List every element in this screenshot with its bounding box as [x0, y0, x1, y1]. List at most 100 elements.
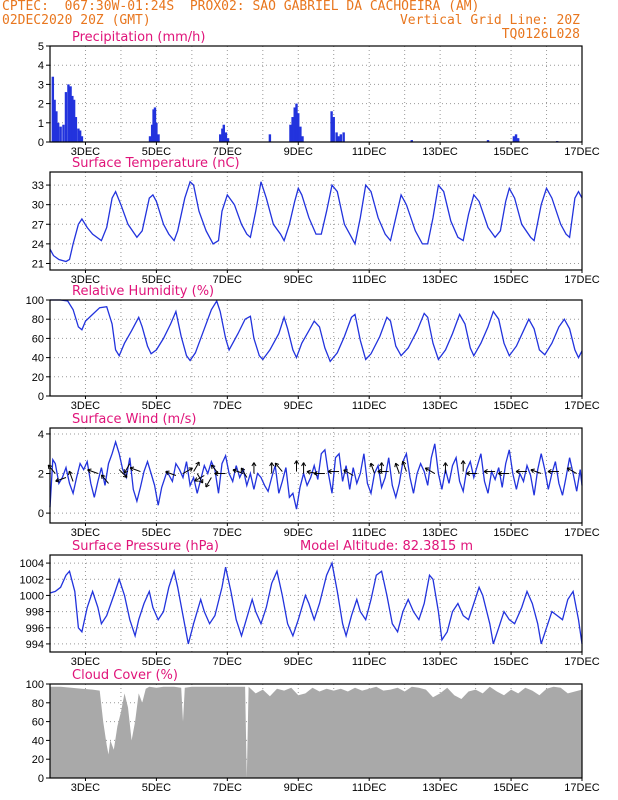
- precip-bar: [59, 126, 62, 142]
- x-tick-label: 3DEC: [71, 146, 100, 158]
- x-tick-label: 5DEC: [142, 274, 171, 286]
- wind-arrow-shaft: [129, 467, 141, 473]
- wind-arrow-head: [68, 470, 73, 476]
- pressure-panel: 994 996 998 1000 1002 1004 3DEC 5DEC 7DEC 9DEC 11D…: [20, 539, 600, 668]
- x-tick-label: 7DEC: [213, 400, 242, 412]
- wind-arrow-head: [123, 469, 129, 474]
- wind-arrow-head: [100, 474, 106, 480]
- precip-bar: [152, 109, 155, 142]
- x-tick-label: 17DEC: [564, 146, 600, 158]
- wind-arrow-shaft: [194, 475, 205, 482]
- precip-bar: [226, 138, 230, 142]
- wind-arrow: [87, 468, 99, 474]
- x-tick-label: 7DEC: [213, 782, 242, 794]
- wind-arrow: [498, 471, 510, 477]
- wind-arrow-head: [327, 469, 332, 475]
- precip-bar: [339, 134, 343, 142]
- y-tick-label: 4: [38, 429, 44, 441]
- y-tick-label: 998: [26, 607, 44, 619]
- humidity-panel: 0 20 40 60 80 100 3DEC 5DEC 7DEC 9DEC 11DEC 13DEC 15…: [26, 284, 600, 412]
- x-tick-label: 11DEC: [352, 656, 387, 668]
- wind-arrow: [269, 462, 275, 474]
- wind-line: [49, 439, 583, 510]
- wind-arrow: [182, 467, 193, 474]
- y-tick-label: 1002: [20, 574, 44, 586]
- y-tick-label: 0: [38, 508, 44, 520]
- wind-arrow-head: [87, 468, 92, 474]
- precip-bar: [337, 136, 340, 142]
- precip-panel: 0 1 2 3 4 5 3DEC 5DEC 7DEC 9DEC 11DEC 13DEC 15DEC 17D…: [38, 30, 600, 158]
- y-tick-label: 40: [32, 735, 44, 747]
- precip-bar: [299, 126, 302, 142]
- x-tick-label: 13DEC: [422, 782, 458, 794]
- x-tick-label: 3DEC: [71, 400, 100, 412]
- wind-arrow-head: [122, 473, 128, 478]
- precip-bar: [53, 99, 56, 142]
- wind-arrow-shaft: [343, 469, 354, 476]
- x-tick-label: 13DEC: [422, 146, 458, 158]
- x-tick-label: 15DEC: [493, 527, 529, 539]
- precip-bar: [301, 136, 304, 142]
- wind-arrow-shaft: [232, 469, 244, 474]
- precip-bar: [289, 124, 292, 142]
- precip-bar: [153, 107, 157, 142]
- wind-arrow-head: [274, 462, 280, 468]
- panel-title: Surface Temperature (nC): [72, 156, 240, 171]
- x-tick-label: 7DEC: [213, 146, 242, 158]
- x-tick-label: 7DEC: [213, 527, 242, 539]
- precip-bar: [486, 140, 490, 142]
- x-tick-label: 15DEC: [493, 400, 529, 412]
- y-tick-label: 21: [32, 258, 44, 270]
- x-tick-label: 3DEC: [71, 274, 100, 286]
- precip-bar: [222, 124, 225, 142]
- wind-arrow: [401, 460, 407, 472]
- x-tick-label: 15DEC: [493, 656, 529, 668]
- temp-line: [49, 180, 583, 263]
- precip-bar: [410, 140, 413, 142]
- wind-arrow-head: [442, 462, 448, 467]
- precip-bar: [71, 95, 74, 142]
- wind-arrow: [327, 469, 340, 475]
- wind-arrow-shaft: [118, 469, 128, 478]
- y-tick-label: 994: [26, 639, 44, 651]
- wind-arrow: [100, 474, 109, 484]
- y-tick-label: 0: [38, 391, 44, 403]
- precip-bar: [148, 136, 152, 142]
- precip-bar: [55, 111, 58, 142]
- wind-arrow: [205, 477, 212, 488]
- header-model-id: TQ0126L028: [501, 27, 580, 42]
- wind-arrow-head: [424, 467, 430, 472]
- wind-arrow: [530, 468, 542, 474]
- y-tick-label: 80: [32, 698, 44, 710]
- x-tick-label: 15DEC: [493, 146, 529, 158]
- wind-arrow: [251, 462, 257, 474]
- x-tick-label: 9DEC: [284, 527, 313, 539]
- precip-bar: [512, 136, 516, 142]
- wind-arrow: [483, 469, 496, 475]
- wind-arrow-head: [205, 482, 210, 488]
- pressure-line: [49, 560, 583, 645]
- x-tick-label: 17DEC: [564, 782, 600, 794]
- wind-arrow: [129, 466, 141, 473]
- precip-bar: [69, 86, 72, 142]
- wind-arrow-head: [401, 460, 407, 466]
- x-tick-label: 5DEC: [142, 527, 171, 539]
- precip-bar: [77, 128, 80, 142]
- x-tick-label: 9DEC: [284, 782, 313, 794]
- wind-arrow-head: [195, 461, 200, 467]
- precip-bar: [297, 113, 300, 142]
- wind-arrow-shaft: [87, 469, 99, 474]
- wind-arrow-shaft: [425, 467, 436, 474]
- wind-arrow-head: [188, 467, 193, 472]
- y-tick-label: 20: [32, 372, 44, 384]
- precip-bar: [342, 132, 345, 142]
- wind-arrow-shaft: [395, 463, 400, 474]
- x-tick-label: 17DEC: [564, 400, 600, 412]
- precip-bar: [150, 124, 154, 142]
- wind-arrow-head: [251, 462, 257, 467]
- wind-arrow: [55, 477, 67, 483]
- wind-arrow-shaft: [240, 467, 248, 478]
- wind-arrow-head: [198, 479, 204, 484]
- panel-title: Surface Pressure (hPa): [72, 539, 219, 554]
